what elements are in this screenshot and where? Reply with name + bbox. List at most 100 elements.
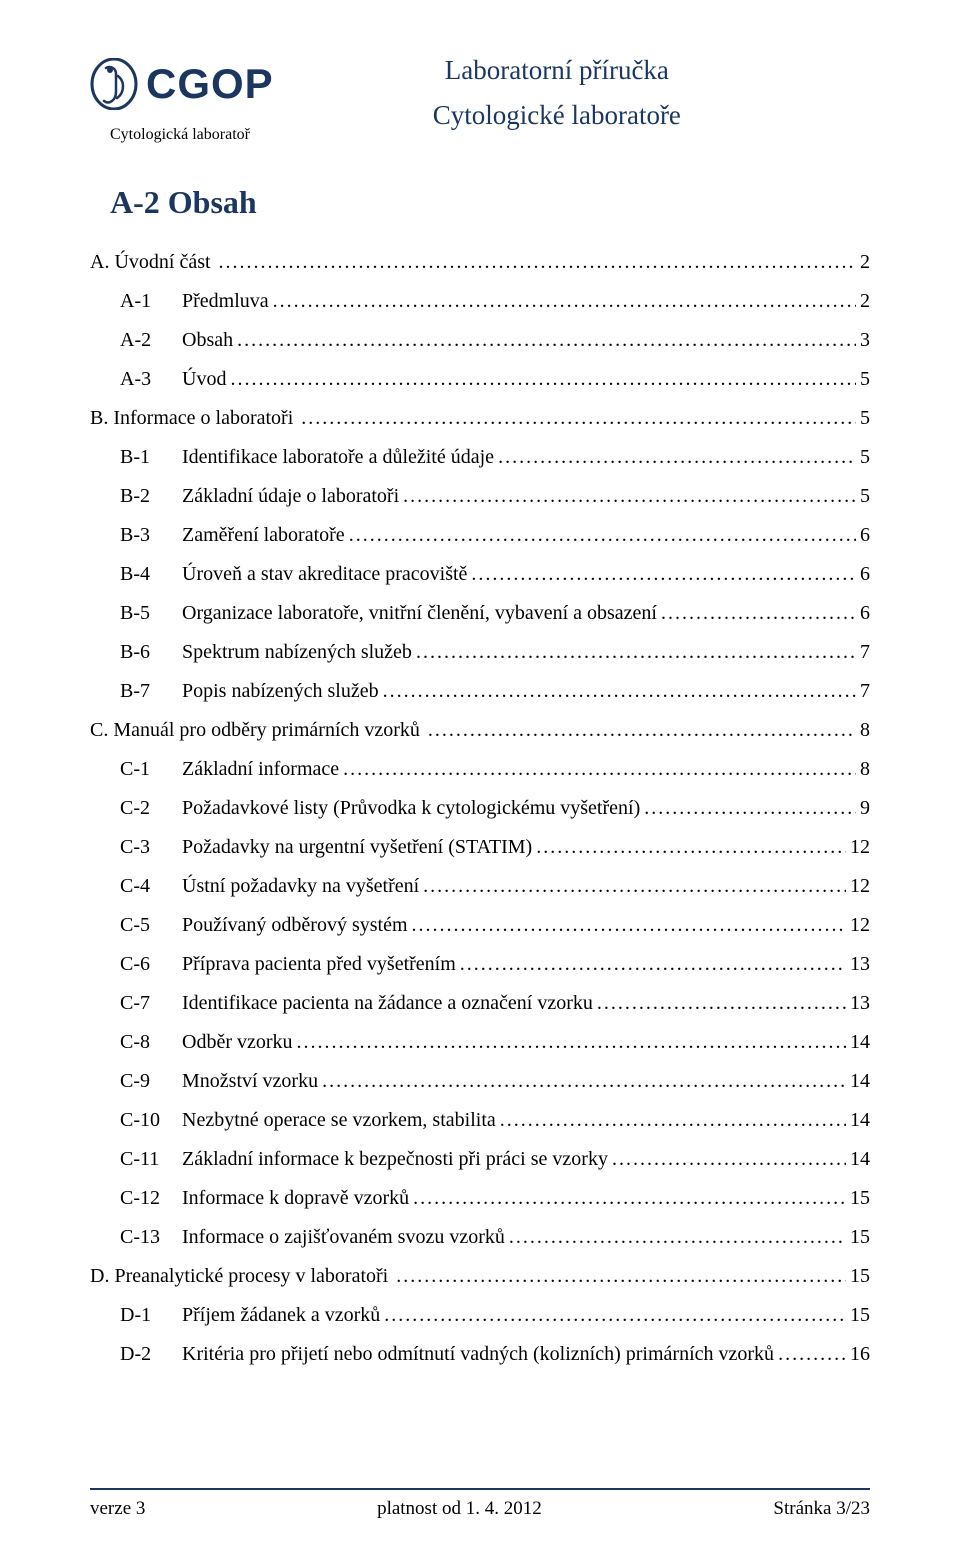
toc-leader-dots [384,1304,846,1327]
section-heading: A-2 Obsah [110,184,870,221]
toc-row: A-1Předmluva 2 [120,290,870,313]
toc-row: B-7Popis nabízených služeb7 [120,680,870,703]
toc-leader-dots [644,797,856,820]
toc-leader-dots [500,1109,846,1132]
toc-title: Úroveň a stav akreditace pracoviště [182,563,467,586]
toc-row: C-5Používaný odběrový systém12 [120,914,870,937]
toc-leader-dots [416,641,856,664]
toc-row: C-9Množství vzorku14 [120,1070,870,1093]
footer-row: verze 3 platnost od 1. 4. 2012 Stránka 3… [90,1498,870,1520]
toc-leader-dots [301,407,856,430]
toc-title: Nezbytné operace se vzorkem, stabilita [182,1109,496,1132]
toc-row: A. Úvodní část2 [90,251,870,274]
toc-page-number: 12 [850,875,870,898]
toc-row: C-2Požadavkové listy (Průvodka k cytolog… [120,797,870,820]
toc-row: C-1Základní informace8 [120,758,870,781]
toc-entry-number: C-5 [120,914,182,937]
toc-entry-number: D-1 [120,1304,182,1327]
toc-title: Informace o zajišťovaném svozu vzorků [182,1226,505,1249]
toc-page-number: 5 [860,446,870,469]
toc-page-number: 6 [860,524,870,547]
toc-leader-dots [509,1226,846,1249]
toc-title: Požadavky na urgentní vyšetření (STATIM) [182,836,532,859]
toc-title: Příjem žádanek a vzorků [182,1304,380,1327]
toc-row: D. Preanalytické procesy v laboratoři15 [90,1265,870,1288]
doc-title-line1: Laboratorní příručka [244,50,870,91]
page-header: CGOP Cytologická laboratoř Laboratorní p… [90,50,870,144]
toc-row: A-3Úvod5 [120,368,870,391]
toc-page-number: 15 [850,1226,870,1249]
toc-entry-number: A-1 [120,290,182,313]
toc-page-number: 7 [860,680,870,703]
page: CGOP Cytologická laboratoř Laboratorní p… [0,0,960,1422]
toc-title: Obsah [182,329,233,352]
toc-entry-number: C-13 [120,1226,182,1249]
page-footer: verze 3 platnost od 1. 4. 2012 Stránka 3… [90,1488,870,1520]
toc-leader-dots [230,368,856,391]
toc-entry-number: B-7 [120,680,182,703]
toc-title: Identifikace laboratoře a důležité údaje [182,446,494,469]
toc-entry-number: B-6 [120,641,182,664]
toc-row: C-7Identifikace pacienta na žádance a oz… [120,992,870,1015]
toc-entry-number: D-2 [120,1343,182,1366]
toc-page-number: 15 [850,1265,870,1288]
toc-leader-dots [273,290,856,313]
toc-page-number: 6 [860,563,870,586]
toc-row: B-4Úroveň a stav akreditace pracoviště6 [120,563,870,586]
toc-leader-dots [396,1265,846,1288]
toc-page-number: 14 [850,1070,870,1093]
toc-row: C-3Požadavky na urgentní vyšetření (STAT… [120,836,870,859]
toc-page-number: 8 [860,719,870,742]
toc-title: Příprava pacienta před vyšetřením [182,953,456,976]
toc-row: D-1Příjem žádanek a vzorků15 [120,1304,870,1327]
toc-leader-dots [661,602,856,625]
footer-divider [90,1488,870,1490]
toc-title: B. Informace o laboratoři [90,407,293,430]
toc-row: C-12Informace k dopravě vzorků15 [120,1187,870,1210]
toc-leader-dots [219,251,856,274]
toc-page-number: 2 [860,290,870,313]
toc-row: B. Informace o laboratoři 5 [90,407,870,430]
toc-page-number: 3 [860,329,870,352]
toc-row: B-6Spektrum nabízených služeb 7 [120,641,870,664]
toc-leader-dots [403,485,856,508]
toc-entry-number: B-2 [120,485,182,508]
toc-page-number: 5 [860,407,870,430]
toc-page-number: 7 [860,641,870,664]
toc-title: Informace k dopravě vzorků [182,1187,409,1210]
toc-row: B-2Základní údaje o laboratoři5 [120,485,870,508]
toc-leader-dots [460,953,846,976]
toc-leader-dots [383,680,856,703]
logo-icon [90,58,138,110]
toc-page-number: 14 [850,1148,870,1171]
toc-row: C-11Základní informace k bezpečnosti při… [120,1148,870,1171]
toc-page-number: 14 [850,1031,870,1054]
toc-title: Spektrum nabízených služeb [182,641,412,664]
toc-row: C-13Informace o zajišťovaném svozu vzork… [120,1226,870,1249]
toc-entry-number: A-2 [120,329,182,352]
toc-row: C-8Odběr vzorku14 [120,1031,870,1054]
toc-page-number: 13 [850,953,870,976]
toc-leader-dots [612,1148,846,1171]
toc-title: A. Úvodní část [90,251,211,274]
toc-title: Požadavkové listy (Průvodka k cytologick… [182,797,640,820]
toc-title: Předmluva [182,290,269,313]
toc-leader-dots [412,914,846,937]
toc-entry-number: C-9 [120,1070,182,1093]
toc-entry-number: C-10 [120,1109,182,1132]
toc-page-number: 12 [850,836,870,859]
toc-page-number: 5 [860,485,870,508]
toc-row: A-2Obsah 3 [120,329,870,352]
document-title: Laboratorní příručka Cytologické laborat… [244,50,870,135]
toc-leader-dots [428,719,856,742]
toc-entry-number: C-1 [120,758,182,781]
toc-leader-dots [322,1070,846,1093]
toc-page-number: 9 [860,797,870,820]
table-of-contents: A. Úvodní část2 A-1Předmluva 2 A-2Obsah 3 A-3… [90,251,870,1366]
toc-title: Používaný odběrový systém [182,914,408,937]
toc-leader-dots [413,1187,846,1210]
toc-leader-dots [778,1343,846,1366]
toc-title: Odběr vzorku [182,1031,293,1054]
toc-leader-dots [471,563,856,586]
toc-title: Základní informace [182,758,339,781]
